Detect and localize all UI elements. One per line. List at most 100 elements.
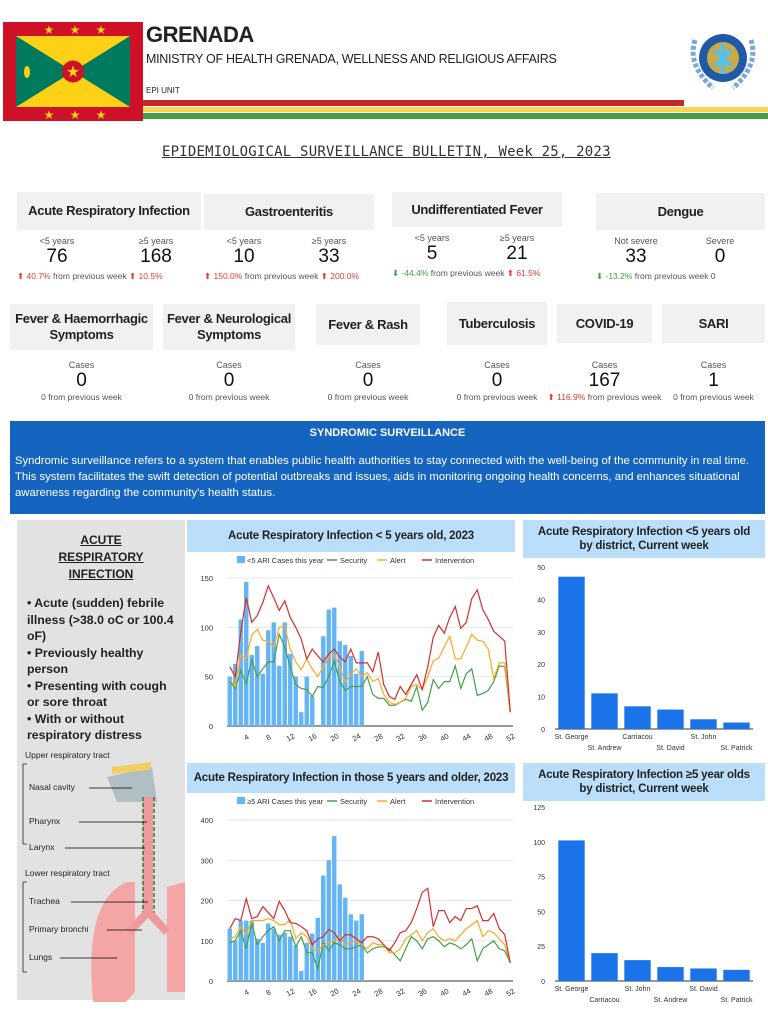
x-tick-label: 48 xyxy=(483,986,495,998)
kpi-title: Gastroenteritis xyxy=(204,194,374,230)
kpi-right: ≥5 years 33 xyxy=(299,236,359,268)
bar-week-9 xyxy=(271,928,276,981)
kpi-right-change: 0 xyxy=(711,271,716,281)
x-tick-label: 36 xyxy=(417,986,429,998)
kpi-label: Cases xyxy=(216,360,242,370)
bar-week-3 xyxy=(238,920,243,981)
bar-week-8 xyxy=(266,630,271,726)
syndromic-text: Syndromic surveillance refers to a syste… xyxy=(15,455,750,499)
x-tick-label: 44 xyxy=(461,731,473,743)
y-tick-label: 50 xyxy=(205,673,213,682)
kpi-value: 0 xyxy=(76,370,87,391)
y-tick-label: 10 xyxy=(537,695,545,702)
bar-week-13 xyxy=(293,676,298,726)
y-tick-label: 200 xyxy=(200,897,213,906)
kpi-change-number: 0 xyxy=(456,392,462,402)
syndromic-surveillance-section: SYNDROMIC SURVEILLANCE Syndromic surveil… xyxy=(10,421,765,514)
kpi-right: ≥5 years 168 xyxy=(126,236,186,268)
svg-text:★: ★ xyxy=(70,23,81,37)
bar-week-6 xyxy=(255,646,260,726)
bar-st-patrick xyxy=(723,969,750,981)
bar-week-15 xyxy=(304,676,309,726)
legend-label: ≥5 ARI Cases this year xyxy=(247,797,324,806)
x-tick-label: 20 xyxy=(329,986,341,998)
kpi-change-number: 0 xyxy=(673,392,678,402)
x-category-label: St. John xyxy=(625,986,651,993)
divider-yellow xyxy=(143,107,768,112)
kpi-left-change-value: 40.7% xyxy=(26,271,51,281)
part-lungs: Lungs xyxy=(29,952,52,962)
bulletin-title: EPIDEMIOLOGICAL SURVEILLANCE BULLETIN, W… xyxy=(162,144,611,160)
kpi-change: ⬇ -44.4% from previous week ⬆ 61.5% xyxy=(392,268,540,279)
bar-week-2 xyxy=(233,940,238,981)
x-tick-label: 24 xyxy=(351,986,363,998)
kpi-from-text: from previous week xyxy=(334,392,409,402)
bar-week-12 xyxy=(288,936,293,981)
kpi-change: 0 from previous week xyxy=(153,392,305,402)
x-tick-label: 8 xyxy=(264,732,272,742)
syndromic-title: SYNDROMIC SURVEILLANCE xyxy=(309,427,466,439)
y-tick-label: 0 xyxy=(541,979,545,986)
svg-text:★: ★ xyxy=(96,23,107,37)
bar-week-1 xyxy=(227,676,232,726)
y-tick-label: 75 xyxy=(537,875,545,882)
kpi-label: Cases xyxy=(484,360,510,370)
x-tick-label: 32 xyxy=(395,986,407,998)
x-tick-label: 4 xyxy=(242,732,250,742)
y-tick-label: 0 xyxy=(209,977,213,986)
legend-label: Alert xyxy=(390,797,406,806)
chart-title-ari-5plus: Acute Respiratory Infection in those 5 y… xyxy=(187,763,515,793)
kpi-body: Cases 0 0 from previous week xyxy=(437,360,557,402)
y-tick-label: 40 xyxy=(537,597,545,604)
part-pharynx: Pharynx xyxy=(29,816,61,826)
bar-week-12 xyxy=(288,653,293,726)
kpi-left-change-value: -13.2% xyxy=(605,271,633,281)
kpi-right-change-value: 0 xyxy=(710,271,716,281)
kpi-right: Severe 0 xyxy=(690,236,750,268)
kpi-right-change-value: 61.5% xyxy=(516,268,541,278)
kpi-left-change-value: 150.0% xyxy=(213,271,243,281)
bar-week-14 xyxy=(299,712,304,726)
kpi-left-value: 33 xyxy=(625,246,647,267)
y-tick-label: 25 xyxy=(537,944,545,951)
kpi-from-text: from previous week xyxy=(244,271,319,281)
kpi-change-value: ⬆ 116.9% xyxy=(547,392,586,402)
line-intervention xyxy=(229,584,511,713)
kpi-right-value: 0 xyxy=(714,246,726,267)
kpi-body: Cases 1 0 from previous week xyxy=(652,360,768,402)
bar-week-13 xyxy=(293,945,298,981)
x-tick-label: 24 xyxy=(351,731,363,743)
kpi-value: 0 xyxy=(362,370,374,391)
chart-district-under5: 0 10 20 30 40 50 St. George St. Andrew Carriacou… xyxy=(537,565,753,752)
ari-criteria-item: • Previously healthy person xyxy=(27,645,144,677)
kpi-left-change: ⬆ 40.7% xyxy=(17,271,51,281)
kpi-from-text: from previous week xyxy=(430,268,505,278)
chart-title-district-5plus: Acute Respiratory Infection ≥5 year olds… xyxy=(523,763,765,801)
kpi-right-value: 168 xyxy=(140,246,172,267)
bar-week-25 xyxy=(359,914,364,981)
x-tick-label: 28 xyxy=(373,731,385,743)
ari-criteria-item: • Presenting with cough or sore throat xyxy=(27,678,167,710)
kpi-body: Cases 0 0 from previous week xyxy=(306,360,430,402)
legend-label: Intervention xyxy=(435,556,474,565)
bar-week-16 xyxy=(310,933,315,981)
svg-text:★: ★ xyxy=(66,64,80,81)
kpi-label: Cases xyxy=(591,360,618,370)
kpi-left: <5 years 10 xyxy=(214,236,274,268)
bar-carriacou xyxy=(591,953,618,981)
line-intervention xyxy=(229,887,511,964)
kpi-label: Cases xyxy=(700,360,727,370)
kpi-change-value: 0 xyxy=(328,392,333,402)
kpi-from-text: from previous week xyxy=(587,392,662,402)
kpi-right-label: ≥5 years xyxy=(499,233,535,243)
bar-week-11 xyxy=(282,622,287,726)
bar-week-23 xyxy=(348,655,353,726)
y-tick-label: 50 xyxy=(537,909,545,916)
line-security xyxy=(229,632,511,713)
legend-label: Security xyxy=(340,797,367,806)
x-category-label: St. David xyxy=(656,745,685,752)
svg-text:★: ★ xyxy=(44,23,55,37)
bar-week-25 xyxy=(359,651,364,726)
kpi-title: Fever & Haemorrhagic Symptoms xyxy=(10,304,153,350)
